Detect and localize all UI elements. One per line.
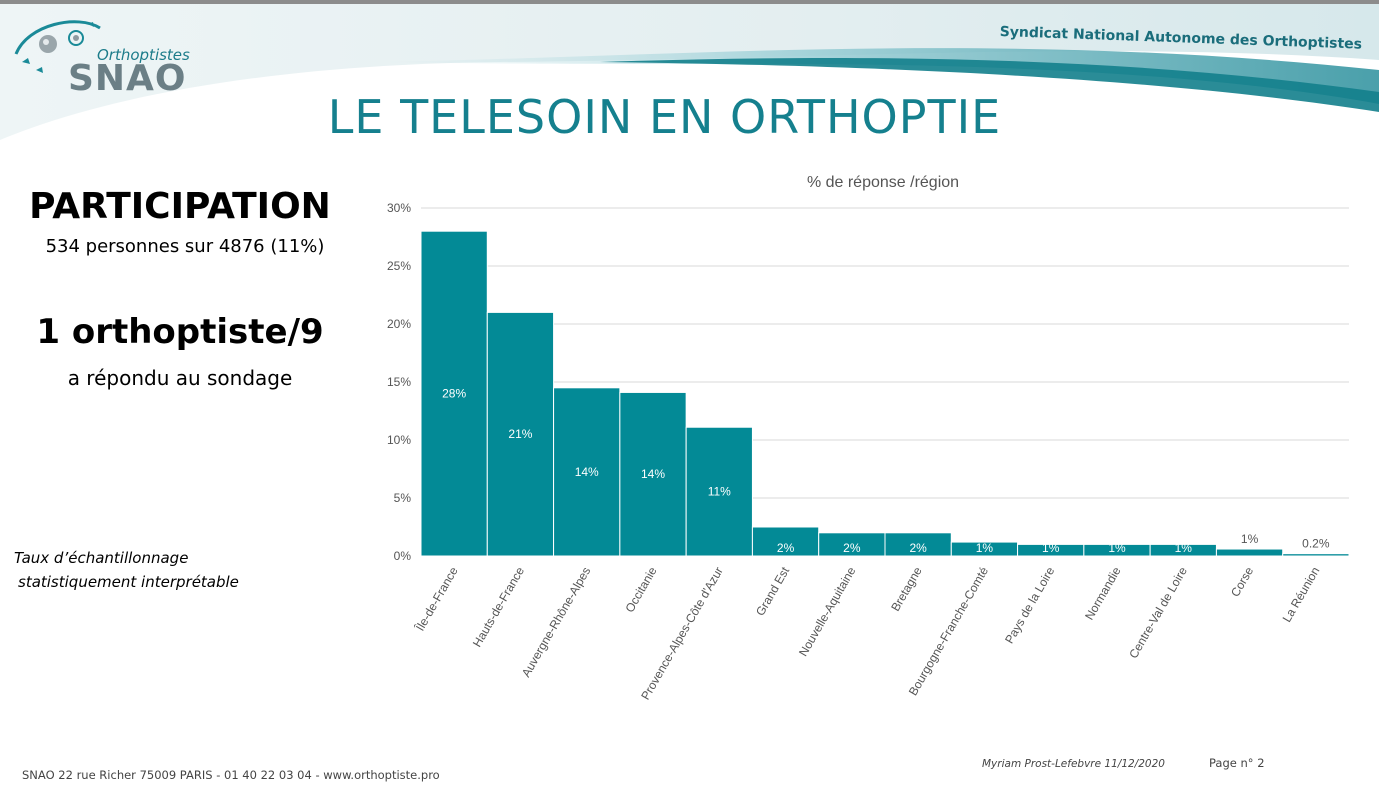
y-tick-label: 0% [394, 549, 412, 563]
bar [486, 311, 555, 557]
x-tick-label: Occitanie [622, 564, 659, 615]
data-label: 1% [1175, 541, 1193, 555]
logo-subtitle: Orthoptistes [97, 46, 190, 64]
y-tick-label: 30% [387, 201, 411, 215]
region-response-bar-chart: % de réponse /région 0% 5% 10% 15% 20% 25% 30%… [387, 174, 1350, 703]
x-tick-label: Île-de-France [412, 564, 461, 634]
footer-page-number: Page n° 2 [1209, 756, 1265, 770]
x-tick-label: La Réunion [1280, 565, 1323, 625]
data-label: 1% [1108, 541, 1126, 555]
chart-data-labels: 28% 21% 14% 14% 11% 2% 2% 2% 1% 1% 1% 1% 1% 0.2% [442, 387, 1330, 555]
data-label: 28% [442, 387, 466, 401]
top-border-line [0, 0, 1379, 4]
x-axis-ticks: Île-de-France Hauts-de-FranceAuvergne-Rhô… [412, 564, 1323, 703]
footer-author: Myriam Prost-Lefebvre 11/12/2020 [982, 758, 1165, 770]
y-tick-label: 20% [387, 317, 411, 331]
chart-title: % de réponse /région [807, 174, 959, 191]
participation-detail: 534 personnes sur 4876 (11%) [45, 236, 325, 257]
x-tick-label: Auvergne-Rhône-Alpes [519, 565, 593, 680]
y-tick-label: 25% [387, 259, 411, 273]
bar [619, 391, 687, 557]
bar [1215, 548, 1284, 557]
x-tick-label: Corse [1228, 564, 1256, 599]
x-tick-label: Grand Est [753, 564, 792, 618]
data-label: 1% [976, 541, 994, 555]
chart-bars [420, 230, 1350, 557]
data-label: 11% [708, 485, 731, 499]
logo-mark-icon [14, 20, 101, 73]
x-tick-label: Pays de la Loire [1002, 564, 1057, 646]
slide-title: LE TELESOIN EN ORTHOPTIE [327, 90, 1002, 144]
sampling-note: Taux d’échantillonnage statistiquement i… [14, 546, 239, 594]
participation-title: PARTICIPATION [29, 186, 331, 227]
ratio-title: 1 orthoptiste/9 [36, 312, 324, 352]
data-label: 14% [575, 465, 599, 479]
x-tick-label: Nouvelle-Aquitaine [796, 564, 859, 659]
sampling-note-line1: Taux d’échantillonnage [14, 549, 189, 567]
y-tick-label: 10% [387, 433, 411, 447]
x-tick-label: Hauts-de-France [470, 564, 527, 649]
bar [1282, 553, 1350, 557]
bar [420, 230, 488, 557]
data-label: 2% [777, 541, 795, 555]
sampling-note-line2: statistiquement interprétable [18, 573, 239, 591]
data-label: 2% [843, 541, 861, 555]
data-label: 1% [1042, 541, 1060, 555]
y-tick-label: 15% [387, 375, 411, 389]
header-swoosh-banner [0, 4, 1379, 140]
data-label: 21% [508, 427, 532, 441]
data-label: 14% [641, 467, 665, 481]
y-axis-ticks: 0% 5% 10% 15% 20% 25% 30% [387, 201, 411, 563]
data-label: 2% [909, 541, 927, 555]
snao-logo [8, 14, 198, 104]
x-tick-label: Bretagne [888, 564, 925, 613]
x-tick-label: Centre-Val de Loire [1126, 564, 1190, 661]
data-label: 1% [1241, 532, 1259, 546]
bar [685, 426, 753, 557]
data-label: 0.2% [1302, 537, 1330, 551]
ratio-detail: a répondu au sondage [67, 366, 293, 390]
footer-address: SNAO 22 rue Richer 75009 PARIS - 01 40 2… [22, 768, 440, 782]
y-tick-label: 5% [394, 491, 412, 505]
logo-name: SNAO [68, 58, 187, 99]
x-tick-label: Normandie [1082, 564, 1124, 622]
x-tick-label: Bourgogne-Franche-Comté [906, 564, 991, 698]
